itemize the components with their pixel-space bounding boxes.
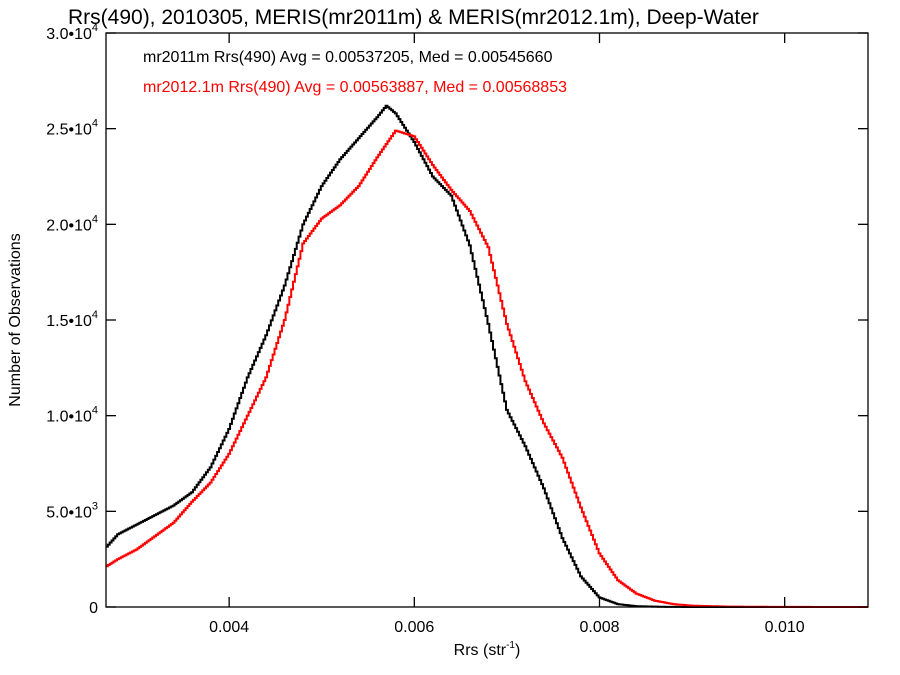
y-axis-label: Number of Observations <box>7 233 24 406</box>
series-line-2 <box>106 129 868 608</box>
x-axis-label-main: Rrs (str <box>454 642 507 659</box>
x-axis-label-superscript: -1 <box>506 640 515 651</box>
y-tick-label: 3.0•104 <box>46 22 98 43</box>
annotation-mr2011m: mr2011m Rrs(490) Avg = 0.00537205, Med =… <box>143 49 553 66</box>
y-tick-label: 2.5•104 <box>46 118 98 139</box>
ticks-layer: 0.004 0.006 0.008 0.010 0 5.0•103 1.0•104 1.5•1… <box>46 22 868 636</box>
y-tick-label: 0 <box>89 600 98 617</box>
y-tick-label: 5.0•103 <box>46 500 98 521</box>
y-tick-label: 1.0•104 <box>46 405 98 426</box>
chart-title: Rrs(490), 2010305, MERIS(mr2011m) & MERI… <box>68 6 759 29</box>
x-axis-label: Rrs (str-1) <box>454 640 521 659</box>
x-tick-label: 0.006 <box>394 619 434 636</box>
x-tick-label: 0.004 <box>209 619 249 636</box>
y-tick-label: 1.5•104 <box>46 309 98 330</box>
annotation-mr2012-1m: mr2012.1m Rrs(490) Avg = 0.00563887, Med… <box>143 79 567 96</box>
x-tick-label: 0.008 <box>579 619 619 636</box>
y-tick-label: 2.0•104 <box>46 213 98 234</box>
x-axis-label-close: ) <box>515 642 520 659</box>
x-tick-label: 0.010 <box>765 619 805 636</box>
